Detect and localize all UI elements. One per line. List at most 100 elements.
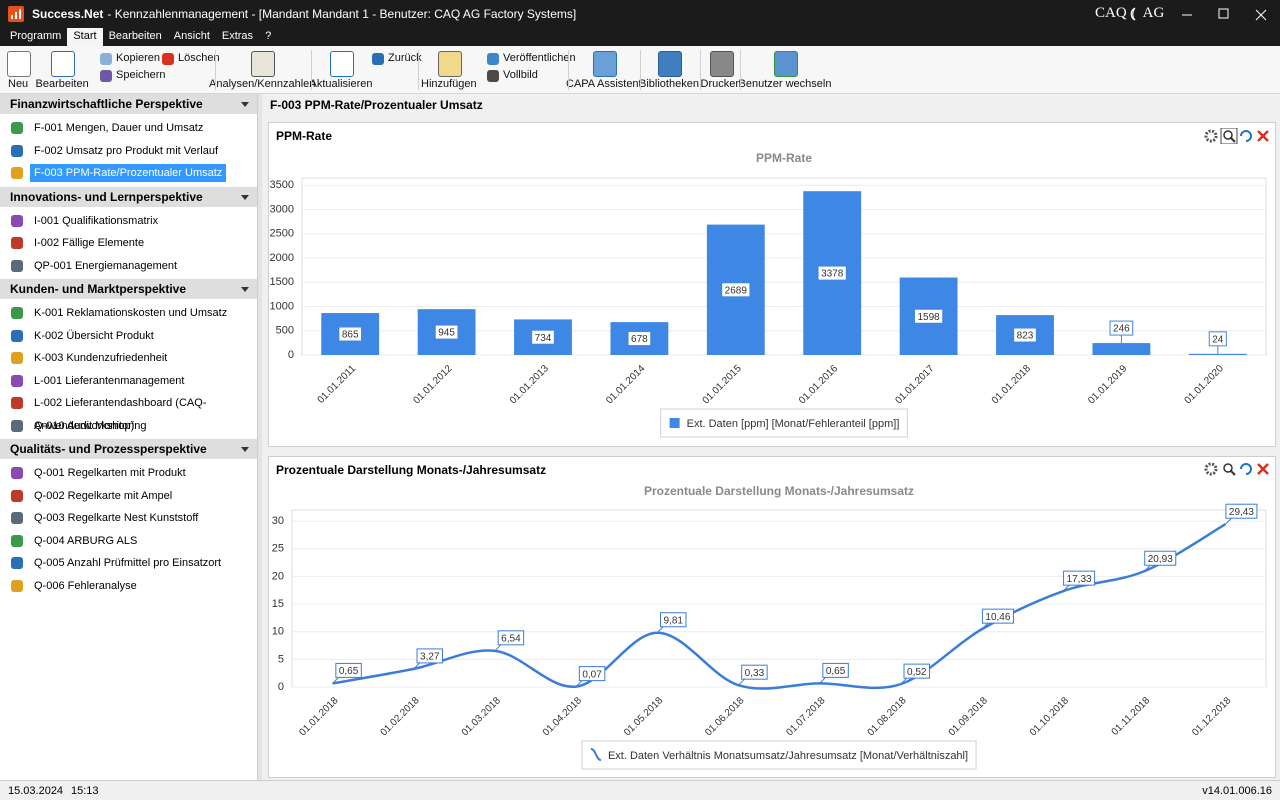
item-icon [11,467,23,479]
item-label: L-001 Lieferantenmanagement [34,374,185,387]
toolbar-button[interactable]: Hinzufügen [421,78,477,90]
sidebar-item[interactable]: L-002 Lieferantendashboard (CAQ-Anwender… [0,392,257,432]
panel-tools[interactable] [1203,461,1273,477]
toolbar-button[interactable]: Analysen/Kennzahlen [209,78,316,90]
item-label: QP-001 Energiemanagement [34,259,178,272]
item-icon [11,167,23,179]
status-time: 15:13 [71,785,99,797]
toolbar-button[interactable]: Löschen [178,52,220,64]
sidebar-item[interactable]: I-001 Qualifikationsmatrix [0,210,257,233]
toolbar-button[interactable]: Benutzer wechseln [738,78,832,90]
sidebar-group: Finanzwirtschaftliche Perspektive F-001 M… [0,94,257,187]
panel-title: Prozentuale Darstellung Monats-/Jahresum… [276,463,547,477]
sidebar-item[interactable]: K-003 Kundenzufriedenheit [0,347,257,370]
status-bar: 15.03.2024 15:13 v14.01.006.16 [0,780,1280,800]
item-label: Q-002 Regelkarte mit Ampel [34,489,173,502]
panel-title: PPM-Rate [276,129,333,143]
toolbar-icon [372,53,384,65]
sidebar-item[interactable]: K-001 Reklamationskosten und Umsatz [0,302,257,325]
menu-item[interactable]: Start [67,28,103,46]
content-title: F-003 PPM-Rate/Prozentualer Umsatz [270,98,483,112]
menu-item[interactable]: Programm [10,30,62,42]
window-title: - Kennzahlenmanagement - [Mandant Mandan… [107,7,577,21]
toolbar-icon [487,70,499,82]
item-icon [11,144,23,157]
toolbar-button[interactable]: Speichern [116,69,166,81]
group-header[interactable]: Innovations- und Lernperspektive [0,186,257,207]
item-label: Q-001 Regelkarten mit Produkt [34,467,186,479]
toolbar-button[interactable]: Zurück [388,52,422,64]
sidebar-item[interactable]: F-003 PPM-Rate/Prozentualer Umsatz [0,162,257,185]
sidebar-item[interactable]: QP-001 Energiemanagement [0,255,257,278]
chart-panel: Prozentuale Darstellung Monats-/Jahresum… [268,456,1276,778]
toolbar-button[interactable]: Veröffentlichen [503,52,576,64]
item-icon [11,329,23,342]
group-header[interactable]: Finanzwirtschaftliche Perspektive [0,94,257,114]
sidebar-group: Qualitäts- und Prozessperspektive Q-001 R… [0,439,257,599]
status-date: 15.03.2024 [8,785,64,797]
splitter[interactable] [258,94,262,780]
toolbar-separator [640,50,641,90]
logo-text: AG [1142,5,1165,21]
group-list: F-001 Mengen, Dauer und Umsatz F-002 Umsa… [0,114,257,187]
menu-item[interactable]: Ansicht [173,30,210,42]
sidebar-item[interactable]: L-001 Lieferantenmanagement [0,370,257,393]
item-label: F-003 PPM-Rate/Prozentualer Umsatz [30,164,227,182]
item-icon [11,259,23,272]
toolbar-button[interactable]: Kopieren [116,52,161,64]
sidebar-item[interactable]: F-001 Mengen, Dauer und Umsatz [0,117,257,140]
chart-panel: PPM-Rate [268,122,1276,447]
sidebar-item[interactable]: I-002 Fällige Elemente [0,232,257,255]
group-header[interactable]: Qualitäts- und Prozessperspektive [0,439,257,459]
toolbar-button[interactable]: Aktualisieren [309,78,373,90]
title-bar: Success.Net - Kennzahlenmanagement - [Ma… [0,0,1280,28]
sidebar-item[interactable]: Q-006 Fehleranalyse [0,575,257,598]
toolbar-button[interactable]: Vollbild [503,69,538,81]
toolbar-separator [418,50,419,90]
group-list: I-001 Qualifikationsmatrix I-002 Fällige … [0,207,257,280]
toolbar-button[interactable]: Drucken [700,78,742,90]
item-icon [11,512,23,524]
toolbar-icon [7,51,31,77]
item-label: Q-006 Fehleranalyse [34,579,137,592]
toolbar-button[interactable]: Bibliotheken [639,78,699,90]
sidebar-item[interactable]: K-002 Übersicht Produkt [0,325,257,348]
sidebar-item[interactable]: F-002 Umsatz pro Produkt mit Verlauf [0,140,257,163]
group-list: Q-001 Regelkarten mit Produkt Q-002 Regel… [0,459,257,599]
item-label: Q-003 Regelkarte Nest Kunststoff [34,512,199,524]
toolbar-icon [774,51,798,77]
toolbar-icon [710,51,734,77]
sidebar-item[interactable]: Q-001 Regelkarten mit Produkt [0,462,257,485]
item-icon [11,397,23,409]
toolbar-icon [487,53,499,65]
app-name: Success.Net [32,7,104,21]
toolbar-button[interactable]: Neu [8,78,29,90]
sidebar-group: Kunden- und Marktperspektive K-001 Reklam… [0,279,257,439]
item-label: Q-005 Anzahl Prüfmittel pro Einsatzort [34,557,222,569]
toolbar-separator [740,50,741,90]
menu-item[interactable]: Extras [221,30,254,42]
sidebar-item[interactable]: Q-003 Regelkarte Nest Kunststoff [0,507,257,530]
toolbar-icon [438,51,462,77]
toolbar-icon [100,70,112,82]
menu-item[interactable]: Bearbeiten [108,30,162,42]
menu-bar: Programm Start Bearbeiten Ansicht Extras? [0,28,1280,46]
menu-item[interactable]: ? [265,30,272,42]
sidebar-item[interactable]: Q-005 Anzahl Prüfmittel pro Einsatzort [0,552,257,575]
logo-mark [1130,7,1136,21]
toolbar-icon [251,51,275,77]
toolbar-button[interactable]: CAPA Assistent [566,78,642,90]
logo-text: CAQ [1095,5,1127,21]
toolbar-separator [700,50,701,90]
sidebar-item[interactable]: Q-004 ARBURG ALS [0,530,257,553]
sidebar-item[interactable]: Q-002 Regelkarte mit Ampel [0,485,257,508]
toolbar-button[interactable]: Bearbeiten [35,78,89,90]
panel-tools[interactable] [1203,128,1273,144]
window-controls[interactable] [1170,0,1280,28]
item-icon [11,557,23,569]
item-icon [11,534,23,547]
item-label: I-002 Fällige Elemente [34,237,145,249]
sidebar-item[interactable]: Q-010 Audit Monitoring [0,415,257,438]
group-header[interactable]: Kunden- und Marktperspektive [0,279,257,299]
toolbar-icon [100,53,112,65]
